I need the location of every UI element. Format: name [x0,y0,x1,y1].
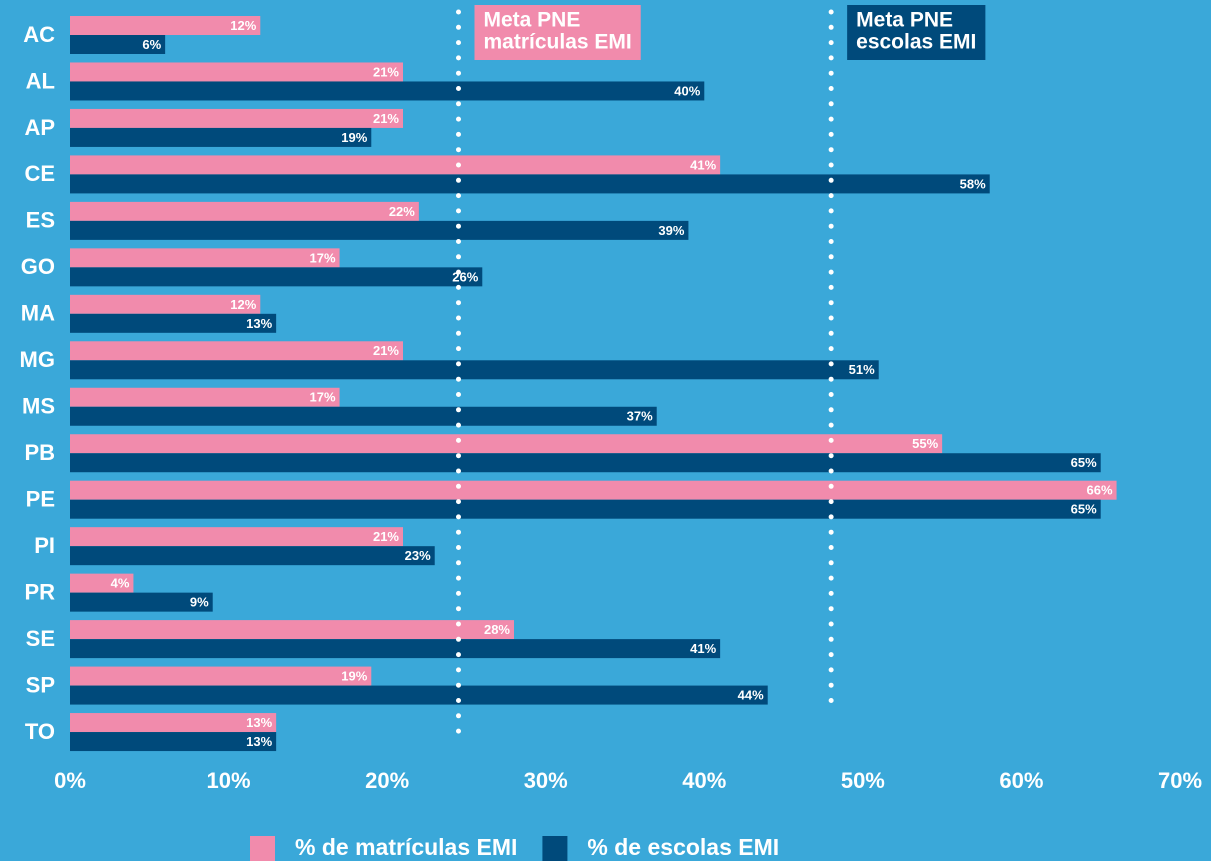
bar [70,35,166,54]
value-label: 41% [690,157,716,172]
category-label: AP [24,115,55,140]
annotation-text: Meta PNE [856,9,953,32]
value-label: 9% [190,595,209,610]
value-label: 13% [246,316,272,331]
x-tick-label: 20% [365,768,409,793]
category-label: PE [26,487,55,512]
annotation-text: Meta PNE [484,9,581,32]
bar [70,406,657,426]
bar [70,313,277,333]
category-label: ES [26,208,55,233]
bar [70,573,134,593]
bar [70,499,1101,519]
bar [70,527,403,547]
x-tick-label: 60% [999,768,1043,793]
x-tick-label: 50% [841,768,885,793]
value-label: 58% [960,176,986,191]
bar [70,713,277,733]
bar [70,387,340,407]
x-tick-label: 0% [54,768,86,793]
bar [70,592,213,612]
category-label: AC [23,22,55,47]
category-label: PI [34,533,55,558]
value-label: 40% [674,83,700,98]
annotation-box [847,5,986,60]
category-label: PB [24,440,55,465]
annotation-text: matrículas EMI [484,31,632,54]
value-label: 66% [1087,483,1113,498]
category-label: CE [24,161,55,186]
value-label: 41% [690,641,716,656]
bar [70,201,419,221]
legend-swatch [250,836,275,861]
category-label: MS [22,394,55,419]
value-label: 21% [373,64,399,79]
category-label: SP [26,672,55,697]
value-label: 23% [405,548,431,563]
value-label: 65% [1071,455,1097,470]
value-label: 51% [849,362,875,377]
category-label: TO [25,719,55,744]
value-label: 17% [310,250,336,265]
category-label: AL [26,68,55,93]
bar [70,666,372,686]
bar [70,108,403,128]
x-tick-label: 70% [1158,768,1202,793]
bar [70,360,879,380]
value-label: 19% [341,669,367,684]
value-label: 21% [373,111,399,126]
value-label: 6% [142,37,161,52]
category-label: MG [20,347,55,372]
x-tick-label: 30% [524,768,568,793]
value-label: 55% [912,436,938,451]
bar [70,81,705,101]
value-label: 19% [341,130,367,145]
bar [70,453,1101,473]
value-label: 28% [484,622,510,637]
bar [70,220,689,240]
value-label: 44% [738,688,764,703]
bar [70,434,943,454]
x-tick-label: 10% [207,768,251,793]
category-label: PR [24,579,55,604]
value-label: 13% [246,715,272,730]
annotation-text: escolas EMI [856,31,976,54]
bar [70,174,990,194]
legend-label: % de escolas EMI [587,834,779,860]
bar [70,685,768,705]
bar [70,546,435,566]
value-label: 39% [658,223,684,238]
category-label: GO [21,254,55,279]
value-label: 12% [230,297,256,312]
bar [70,341,403,361]
bar [70,267,483,287]
value-label: 37% [627,409,653,424]
value-label: 21% [373,529,399,544]
bar [70,248,340,268]
bar [70,732,277,752]
bar [70,62,403,82]
value-label: 17% [310,390,336,405]
value-label: 22% [389,204,415,219]
value-label: 21% [373,343,399,358]
value-label: 12% [230,18,256,33]
bar [70,155,721,175]
bar [70,620,514,640]
value-label: 4% [111,576,130,591]
bar [70,127,372,147]
legend-swatch [542,836,568,861]
x-tick-label: 40% [682,768,726,793]
annotation-box [474,5,641,60]
category-label: MA [21,301,55,326]
bar [70,294,261,314]
category-label: SE [26,626,55,651]
bar [70,16,261,35]
value-label: 65% [1071,502,1097,517]
value-label: 13% [246,734,272,749]
bar [70,480,1117,500]
bar [70,639,721,659]
legend-label: % de matrículas EMI [295,834,517,860]
